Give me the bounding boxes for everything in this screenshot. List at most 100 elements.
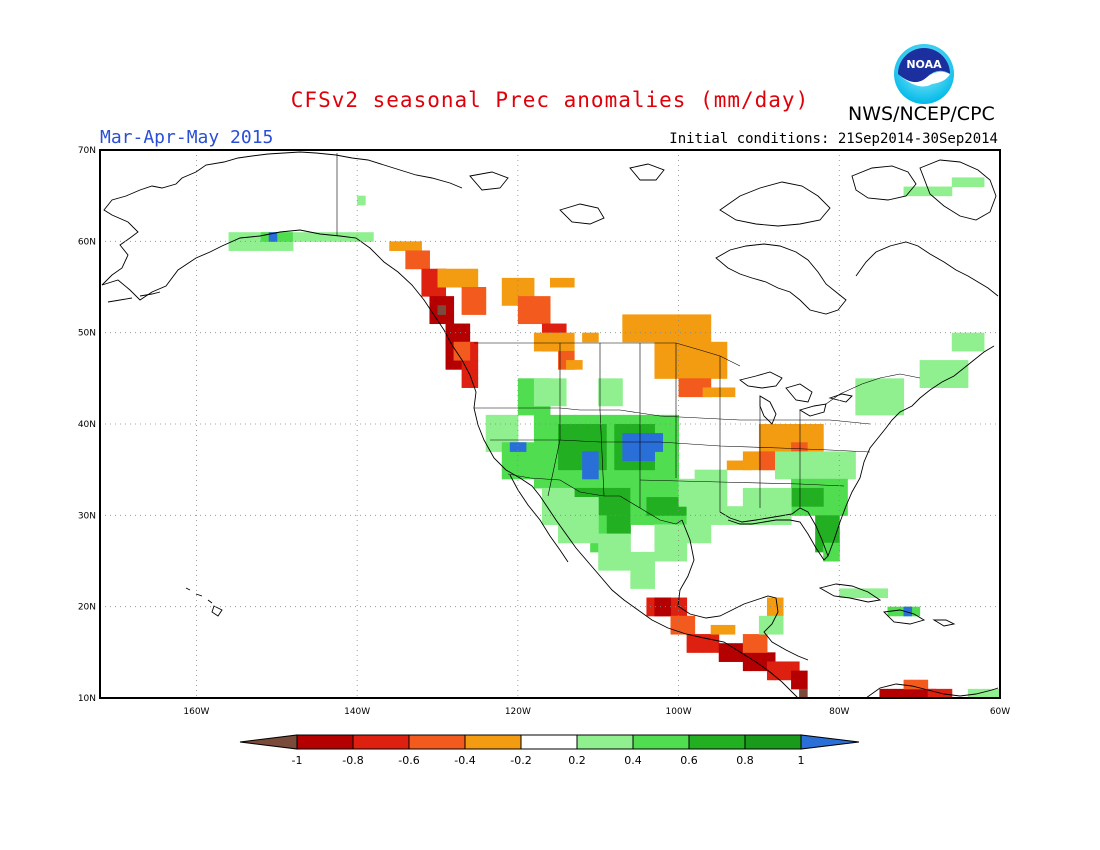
anomaly-cell: [734, 643, 744, 653]
anomaly-cell: [662, 369, 672, 379]
anomaly-cell: [622, 487, 631, 498]
anomaly-cell: [558, 487, 567, 498]
anomaly-cell: [493, 424, 503, 434]
anomaly-cell: [670, 478, 680, 489]
anomaly-cell: [766, 661, 776, 672]
anomaly-cell: [598, 561, 607, 571]
anomaly-cell: [791, 460, 800, 471]
anomaly-cell: [750, 634, 760, 644]
anomaly-cell: [630, 579, 639, 589]
anomaly-cell: [533, 378, 543, 388]
anomaly-cell: [670, 551, 680, 562]
anomaly-cell: [807, 433, 816, 443]
anomaly-cell: [630, 433, 639, 443]
anomaly-cell: [670, 414, 680, 425]
anomaly-cell: [469, 350, 479, 361]
lat-label: 40N: [78, 420, 96, 430]
anomaly-cell: [517, 387, 527, 398]
anomaly-cell: [550, 506, 559, 516]
anomaly-cell: [598, 487, 607, 498]
anomaly-cell: [670, 624, 680, 635]
anomaly-cell: [815, 542, 824, 553]
anomaly-cell: [630, 487, 639, 498]
anomaly-cell: [670, 433, 680, 443]
anomaly-cell: [646, 487, 655, 498]
anomaly-cell: [935, 369, 945, 379]
anomaly-cell: [622, 542, 631, 553]
anomaly-cell: [871, 588, 880, 599]
anomaly-cell: [654, 487, 663, 498]
anomaly-cell: [766, 424, 776, 434]
anomaly-cell: [807, 451, 816, 462]
anomaly-cell: [325, 232, 334, 242]
anomaly-cell: [638, 433, 647, 443]
anomaly-cell: [622, 323, 631, 334]
anomaly-cell: [807, 497, 816, 507]
anomaly-cell: [815, 478, 824, 489]
anomaly-cell: [662, 524, 672, 535]
anomaly-cell: [710, 387, 720, 398]
anomaly-cell: [646, 551, 655, 562]
anomaly-cell: [662, 433, 672, 443]
anomaly-cell: [654, 506, 663, 516]
anomaly-cell: [670, 369, 680, 379]
anomaly-cell: [662, 497, 672, 507]
anomaly-cell: [919, 688, 929, 699]
anomaly-cell: [815, 533, 824, 544]
anomaly-cell: [558, 323, 567, 334]
anomaly-cell: [775, 661, 784, 672]
anomaly-cell: [517, 451, 527, 462]
anomaly-cell: [775, 624, 784, 635]
anomaly-cell: [437, 296, 447, 306]
anomaly-cell: [959, 360, 969, 370]
anomaly-cell: [670, 350, 680, 361]
anomaly-cell: [766, 652, 776, 662]
anomaly-cell: [662, 360, 672, 370]
anomaly-cell: [670, 542, 680, 553]
anomaly-cell: [702, 497, 712, 507]
logo-text: NOAA: [906, 58, 942, 71]
anomaly-cell: [533, 332, 543, 343]
anomaly-cell: [678, 551, 688, 562]
anomaly-cell: [742, 460, 752, 471]
anomaly-cell: [606, 487, 615, 498]
anomaly-cell: [863, 378, 872, 388]
anomaly-cell: [654, 424, 663, 434]
anomaly-cell: [582, 524, 591, 535]
anomaly-cell: [831, 506, 840, 516]
anomaly-cell: [718, 469, 728, 480]
anomaly-cell: [678, 378, 688, 388]
anomaly-cell: [357, 195, 366, 206]
anomaly-cell: [638, 478, 647, 489]
anomaly-cell: [831, 542, 840, 553]
anomaly-cell: [228, 241, 238, 251]
anomaly-cell: [260, 241, 270, 251]
anomaly-cell: [799, 469, 808, 480]
anomaly-cell: [614, 442, 623, 452]
anomaly-cell: [702, 360, 712, 370]
anomaly-cell: [799, 442, 808, 452]
anomaly-cell: [775, 433, 784, 443]
anomaly-cell: [574, 533, 583, 544]
anomaly-cell: [694, 634, 704, 644]
anomaly-cell: [614, 497, 623, 507]
anomaly-cell: [638, 570, 647, 580]
anomaly-cell: [590, 424, 599, 434]
anomaly-cell: [967, 177, 977, 188]
anomaly-cell: [799, 670, 808, 681]
anomaly-cell: [485, 424, 495, 434]
anomaly-cell: [582, 414, 591, 425]
anomaly-cell: [959, 177, 969, 188]
anomaly-cell: [550, 451, 559, 462]
anomaly-cell: [453, 341, 463, 352]
anomaly-cell: [550, 332, 559, 343]
anomaly-cell: [558, 497, 567, 507]
lat-label: 60N: [78, 237, 96, 247]
anomaly-cell: [839, 588, 848, 599]
anomaly-cell: [839, 460, 848, 471]
anomaly-cell: [831, 524, 840, 535]
anomaly-cell: [758, 506, 768, 516]
anomaly-cell: [533, 451, 543, 462]
anomaly-cell: [445, 341, 455, 352]
anomaly-cell: [662, 487, 672, 498]
